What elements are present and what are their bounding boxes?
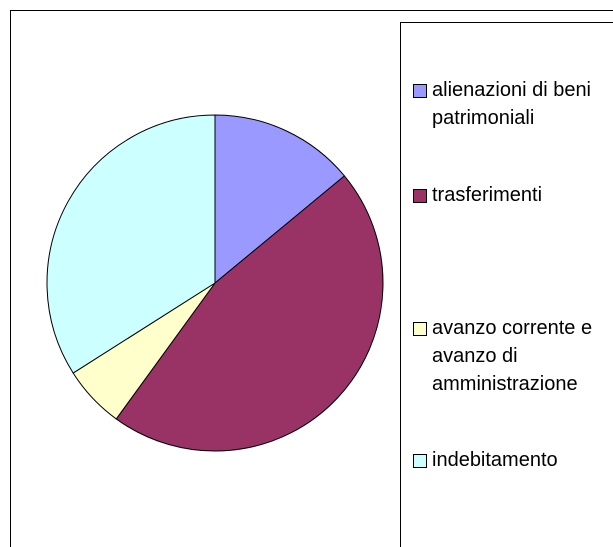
- legend-frame: [400, 22, 613, 547]
- legend-swatch: [413, 454, 427, 468]
- legend-entry: trasferimenti: [413, 181, 610, 209]
- legend-entry: avanzo corrente e avanzo di amministrazi…: [413, 314, 610, 398]
- legend-label: avanzo corrente e avanzo di amministrazi…: [432, 317, 593, 395]
- legend-entry: alienazioni di beni patrimoniali: [413, 76, 610, 132]
- legend-swatch: [413, 84, 427, 98]
- legend-swatch: [413, 322, 427, 336]
- legend-label: trasferimenti: [432, 184, 543, 206]
- legend-label: alienazioni di beni patrimoniali: [432, 79, 592, 129]
- pie-slice: [115, 175, 384, 452]
- pie-slice: [46, 114, 216, 374]
- legend-entry: indebitamento: [413, 446, 610, 474]
- pie-slice: [214, 114, 346, 285]
- legend-swatch: [413, 189, 427, 203]
- legend-label: indebitamento: [432, 449, 558, 471]
